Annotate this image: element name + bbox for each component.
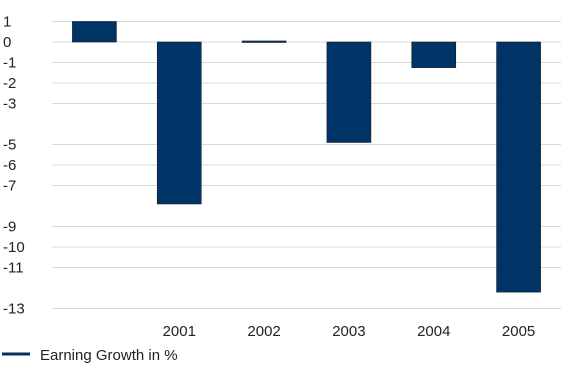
y-axis-ticks: 1 0 -1 -2 -3 -5 -6 -7 -9 -10 -11 -13 [3,14,25,318]
y-tick-label: 1 [3,14,11,31]
y-tick-label: -7 [3,178,16,195]
y-tick-label: -3 [3,96,16,113]
bar-first [72,21,117,43]
bar-2003 [326,41,372,143]
y-tick-label: -11 [3,260,24,277]
y-tick-label: -6 [3,157,16,174]
bar-2002 [241,40,287,43]
y-tick-label: 0 [3,34,11,51]
legend: Earning Growth in % [2,347,178,364]
y-tick-label: -9 [3,219,16,236]
x-tick-label: 2002 [247,323,280,340]
x-axis-ticks: 2001 2002 2003 2004 2005 [163,323,536,340]
gridlines [52,21,561,309]
x-tick-label: 2001 [163,323,196,340]
y-tick-label: -5 [3,137,16,154]
legend-label: Earning Growth in % [40,347,178,364]
y-tick-label: -2 [3,75,16,92]
bars [72,21,541,293]
bar-2004 [411,41,457,68]
y-tick-label: -13 [3,301,25,318]
y-tick-label: -10 [3,239,25,256]
bar-2005 [496,41,541,293]
y-tick-label: -1 [3,55,16,72]
x-tick-label: 2004 [417,323,450,340]
bar-2001 [156,41,202,205]
x-tick-label: 2005 [502,323,535,340]
x-tick-label: 2003 [332,323,365,340]
